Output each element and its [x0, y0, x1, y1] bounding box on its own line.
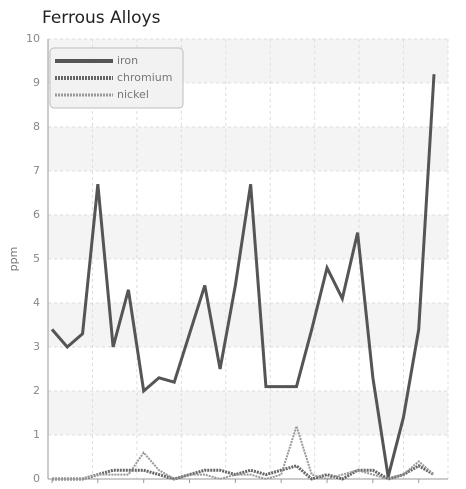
- series-line: [50, 74, 436, 478]
- y-tick-label: 5: [33, 252, 40, 265]
- band: [48, 303, 448, 347]
- legend-label: iron: [117, 54, 138, 67]
- y-tick-label: 2: [33, 384, 40, 397]
- y-tick-label: 9: [33, 76, 40, 89]
- series-line: [52, 422, 435, 481]
- band: [48, 127, 448, 171]
- band: [48, 391, 448, 435]
- y-tick-label: 7: [33, 164, 40, 177]
- legend-label: nickel: [117, 88, 149, 101]
- legend-label: chromium: [117, 71, 173, 84]
- y-axis-label: ppm: [7, 247, 20, 272]
- chart-title: Ferrous Alloys: [42, 8, 161, 28]
- y-tick-label: 1: [33, 428, 40, 441]
- y-tick-label: 3: [33, 340, 40, 353]
- y-tick-label: 6: [33, 208, 40, 221]
- y-tick-label: 4: [33, 296, 40, 309]
- series-line: [52, 464, 435, 481]
- band: [48, 215, 448, 259]
- y-tick-label: 0: [33, 472, 40, 485]
- y-tick-label: 8: [33, 120, 40, 133]
- y-tick-label: 10: [26, 32, 40, 45]
